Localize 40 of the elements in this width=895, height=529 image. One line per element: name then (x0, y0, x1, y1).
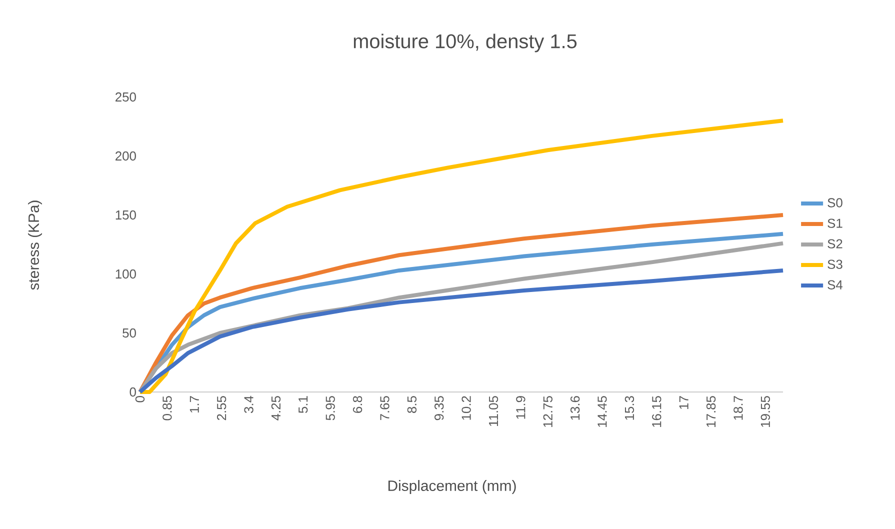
y-axis-title: steress (KPa) (28, 200, 42, 290)
line-series (138, 268, 786, 394)
x-tick-label: 17.85 (706, 396, 716, 427)
x-tick-label: 2.55 (216, 396, 226, 420)
x-tick-label: 10.2 (462, 396, 471, 420)
x-tick-label: 0 (135, 396, 145, 402)
x-tick-label: 9.35 (434, 396, 444, 420)
x-tick-label: 17 (679, 396, 688, 409)
chart-title: moisture 10%, densty 1.5 (354, 34, 577, 52)
x-tick-label: 13.6 (570, 396, 580, 420)
y-tick-label: 150 (116, 210, 136, 220)
x-tick-label: 12.75 (543, 396, 552, 427)
y-tick-label: 0 (130, 387, 136, 397)
x-tick-label: 8.5 (407, 396, 417, 413)
legend-label: S4 (828, 280, 843, 290)
legend-label: S3 (828, 260, 842, 269)
y-tick-label: 100 (116, 269, 136, 279)
x-tick-label: 16.15 (652, 396, 662, 427)
x-tick-label: 5.95 (326, 396, 335, 420)
legend-label: S2 (828, 239, 842, 248)
x-tick-label: 1.7 (190, 396, 199, 413)
y-tick-label: 50 (122, 328, 136, 338)
x-tick-label: 15.3 (624, 396, 634, 420)
x-axis-title: Displacement (mm) (388, 480, 516, 494)
x-tick-label: 3.4 (244, 396, 254, 414)
x-tick-label: 7.65 (380, 396, 390, 420)
y-tick-label: 200 (116, 151, 136, 161)
x-tick-label: 11.9 (516, 396, 526, 419)
x-tick-label: 18.7 (734, 396, 743, 420)
x-tick-label: 19.55 (760, 396, 770, 427)
x-tick-label: 11.05 (488, 396, 498, 426)
x-tick-label: 14.45 (598, 396, 607, 427)
y-tick-label: 250 (116, 92, 136, 102)
x-tick-label: 4.25 (271, 396, 281, 420)
x-tick-label: 6.8 (352, 396, 362, 413)
x-tick-label: 0.85 (162, 396, 172, 420)
legend-label: S0 (828, 198, 842, 208)
legend-label: S1 (828, 218, 842, 228)
line-series (138, 118, 786, 394)
x-tick-label: 5.1 (298, 396, 308, 414)
